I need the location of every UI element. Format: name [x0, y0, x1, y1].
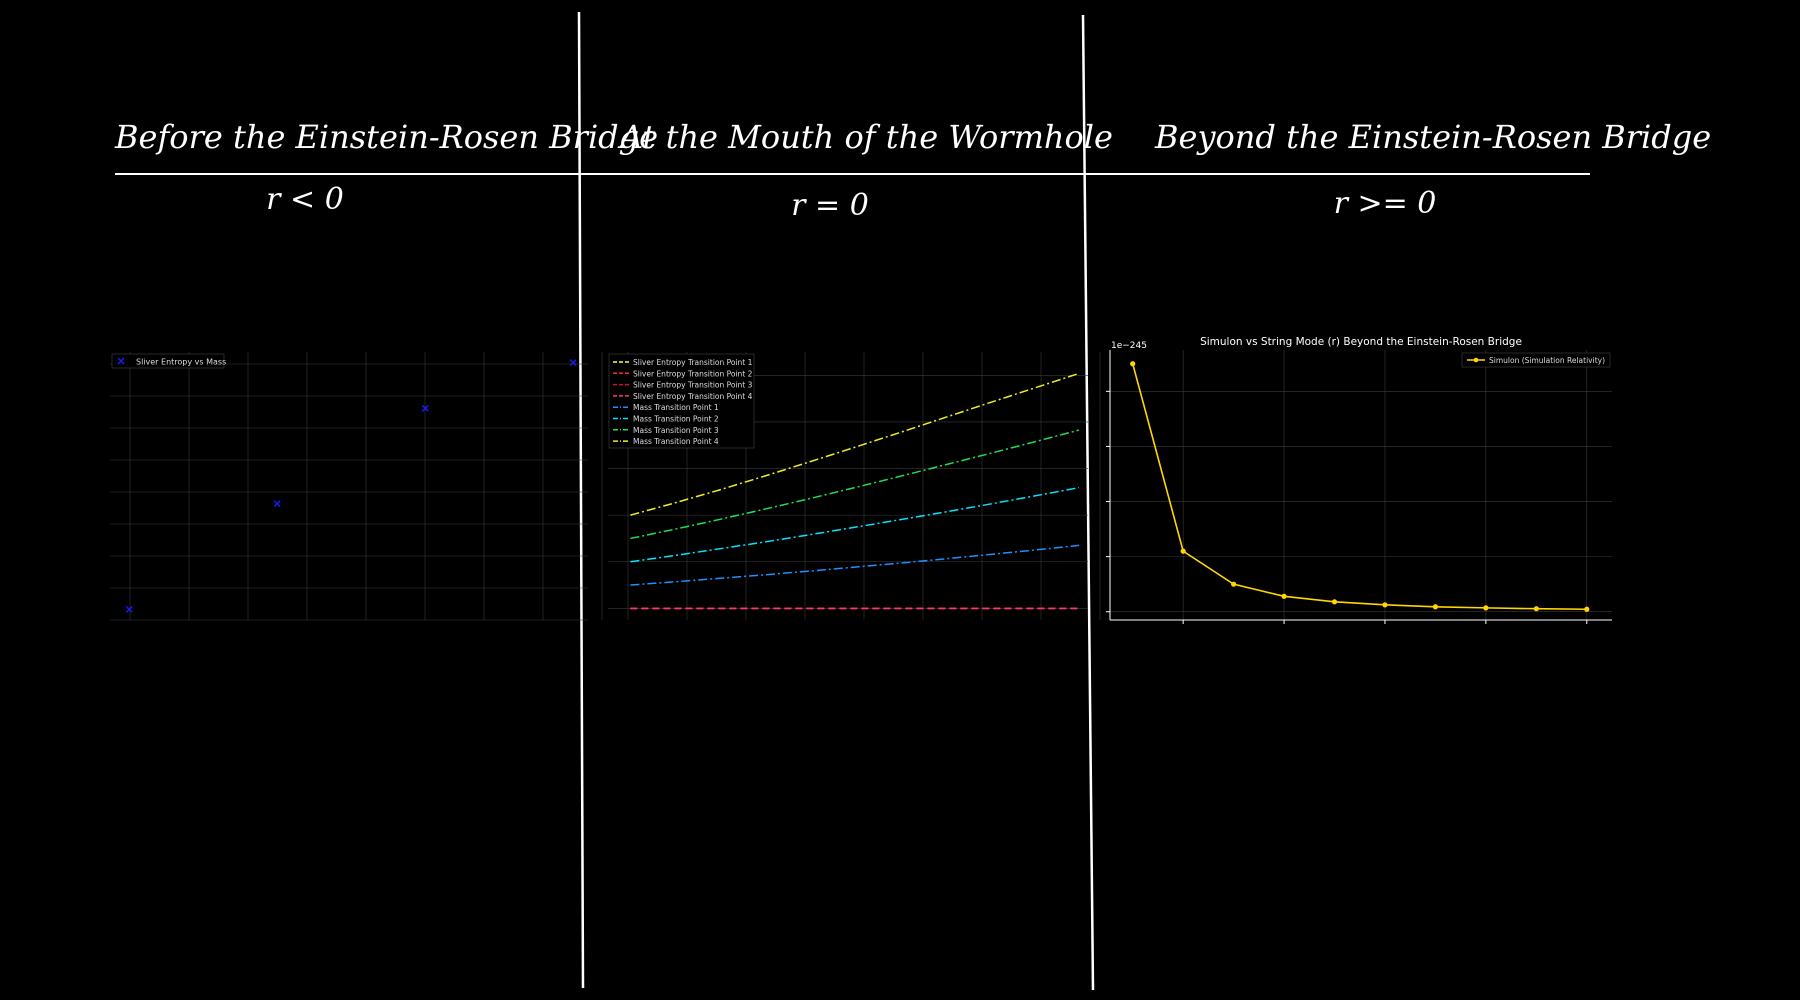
series-line-7 — [630, 429, 1080, 540]
data-point — [1281, 593, 1287, 599]
data-point — [1331, 599, 1338, 605]
heading-mouth: At the Mouth of the Wormhole — [620, 118, 1113, 156]
legend-label: Mass Transition Point 3 — [633, 426, 719, 435]
divider-right — [1081, 14, 1095, 991]
legend-label: Sliver Entropy Transition Point 1 — [633, 358, 753, 367]
scatter-point — [569, 359, 577, 367]
legend: Sliver Entropy vs Mass — [111, 353, 226, 369]
chart-sliver-entropy-vs-mass: Sliver Entropy vs Mass — [110, 352, 603, 621]
legend: Simulon (Simulation Relativity) — [1461, 352, 1611, 368]
condition-mouth: r = 0 — [791, 188, 869, 223]
series-line-8 — [630, 372, 1080, 516]
scatter-point-stroke — [273, 500, 281, 508]
legend-marker — [1473, 357, 1479, 363]
chart-title: Simulon vs String Mode (r) Beyond the Ei… — [1200, 336, 1522, 348]
legend: Sliver Entropy Transition Point 1 Sliver … — [608, 353, 755, 449]
y-offset-text: 1e−245 — [1111, 341, 1147, 351]
scatter-point — [125, 605, 133, 613]
legend-label: Sliver Entropy Transition Point 4 — [633, 392, 753, 401]
condition-before: r < 0 — [266, 182, 344, 217]
series-line-5 — [630, 544, 1080, 586]
legend-label: Sliver Entropy vs Mass — [136, 358, 226, 367]
scatter-point-stroke — [569, 359, 577, 367]
legend-box — [608, 353, 755, 449]
scatter-point-stroke — [421, 404, 429, 412]
data-point — [1180, 548, 1186, 554]
scatter-point-stroke — [125, 605, 133, 613]
data-point — [1533, 606, 1539, 612]
data-point — [1483, 605, 1489, 611]
legend-box — [111, 353, 225, 369]
legend-label: Sliver Entropy Transition Point 2 — [633, 369, 753, 378]
legend-label: Mass Transition Point 4 — [633, 437, 719, 446]
legend-label: Sliver Entropy Transition Point 3 — [633, 381, 753, 390]
legend-marker — [117, 357, 125, 365]
chart-transition-points: Sliver Entropy Transition Point 1 Sliver … — [608, 352, 1101, 620]
series-line-6 — [630, 486, 1080, 563]
legend-label: Simulon (Simulation Relativity) — [1489, 356, 1605, 365]
scatter-point — [273, 500, 281, 508]
data-point — [1382, 602, 1388, 608]
divider-left — [577, 11, 585, 989]
legend-label: Mass Transition Point 1 — [633, 403, 719, 412]
chart-simulon-vs-string-mode: Simulon vs String Mode (r) Beyond the Ei… — [1106, 336, 1612, 624]
legend-box — [1461, 352, 1611, 368]
data-point — [1584, 606, 1590, 612]
condition-beyond: r >= 0 — [1333, 186, 1437, 221]
series-line — [1131, 363, 1587, 611]
scatter-point — [421, 404, 429, 412]
data-point — [1130, 361, 1136, 367]
data-point — [1432, 604, 1439, 610]
data-point — [1231, 581, 1237, 587]
legend-label: Mass Transition Point 2 — [633, 415, 719, 424]
